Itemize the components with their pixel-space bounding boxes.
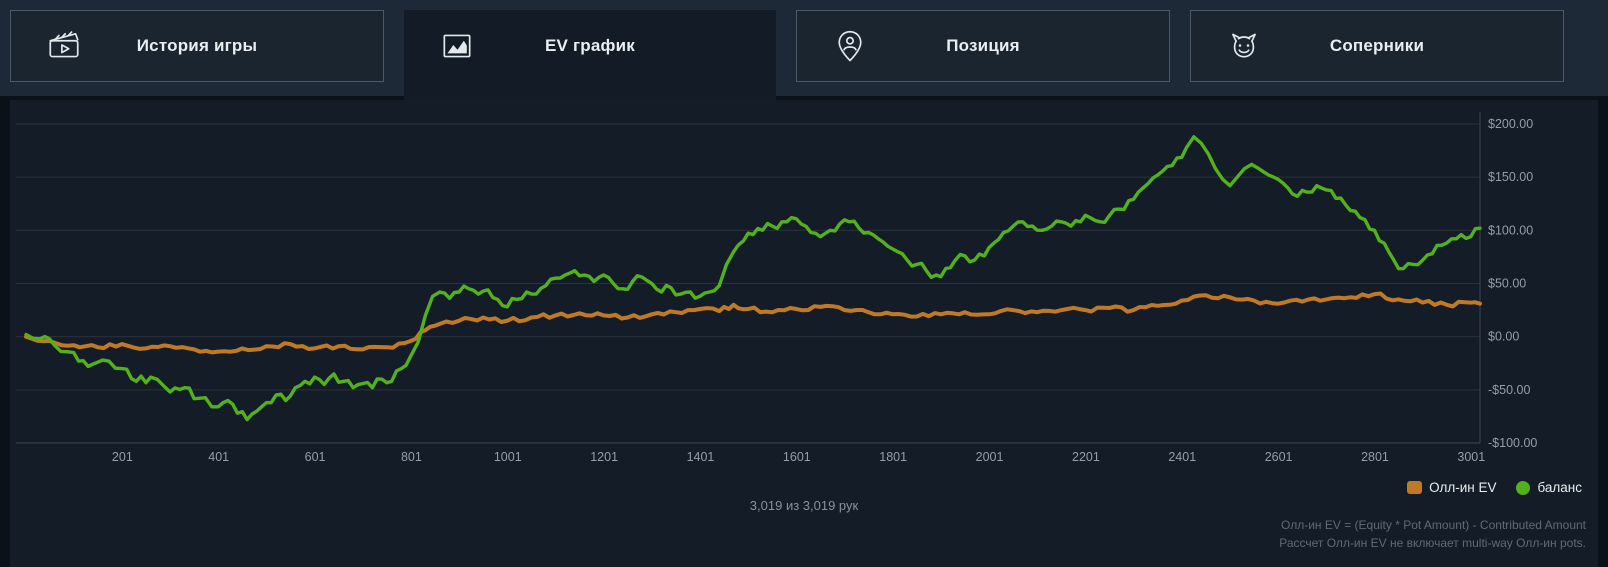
svg-text:2601: 2601 xyxy=(1265,450,1293,464)
svg-text:1401: 1401 xyxy=(687,450,715,464)
svg-text:2801: 2801 xyxy=(1361,450,1389,464)
tab-bar: История игры EV график Позиция xyxy=(0,0,1608,100)
svg-text:801: 801 xyxy=(401,450,422,464)
svg-text:$200.00: $200.00 xyxy=(1488,117,1533,131)
line-chart-icon xyxy=(438,27,476,65)
hands-count-status: 3,019 из 3,019 рук xyxy=(749,498,859,513)
tab-position[interactable]: Позиция xyxy=(796,10,1170,82)
svg-text:2001: 2001 xyxy=(976,450,1004,464)
svg-text:1201: 1201 xyxy=(590,450,618,464)
legend-item-balance[interactable]: баланс xyxy=(1516,480,1582,495)
tab-label: Соперники xyxy=(1329,36,1425,55)
svg-text:401: 401 xyxy=(208,450,229,464)
svg-text:3001: 3001 xyxy=(1457,450,1485,464)
balance-marker-icon xyxy=(1516,480,1531,495)
svg-text:$50.00: $50.00 xyxy=(1488,277,1526,291)
svg-text:1001: 1001 xyxy=(494,450,522,464)
tab-game-history[interactable]: История игры xyxy=(10,10,384,82)
tab-label: EV график xyxy=(545,36,635,55)
svg-text:2201: 2201 xyxy=(1072,450,1100,464)
allin-ev-marker-icon xyxy=(1407,481,1423,494)
tab-label: Позиция xyxy=(946,36,1020,55)
legend-label: Олл-ин EV xyxy=(1429,480,1497,495)
svg-text:1601: 1601 xyxy=(783,450,811,464)
svg-text:-$50.00: -$50.00 xyxy=(1488,383,1530,397)
tab-opponents[interactable]: Соперники xyxy=(1190,10,1564,82)
svg-text:2401: 2401 xyxy=(1168,450,1196,464)
legend-item-allin-ev[interactable]: Олл-ин EV xyxy=(1407,480,1496,495)
footnote-line-2: Рассчет Олл-ин EV не включает multi-way … xyxy=(1279,536,1586,550)
svg-text:-$100.00: -$100.00 xyxy=(1488,436,1537,450)
svg-text:$0.00: $0.00 xyxy=(1488,330,1519,344)
position-pin-icon xyxy=(831,27,869,65)
svg-text:601: 601 xyxy=(305,450,326,464)
chart-legend: Олл-ин EV баланс xyxy=(1407,480,1582,495)
clapperboard-icon xyxy=(45,27,83,65)
ev-formula-note: Олл-ин EV = (Equity * Pot Amount) - Cont… xyxy=(1279,516,1586,552)
tab-ev-graph[interactable]: EV график xyxy=(404,10,776,100)
legend-label: баланс xyxy=(1537,480,1582,495)
svg-text:201: 201 xyxy=(112,450,133,464)
svg-text:1801: 1801 xyxy=(879,450,907,464)
svg-text:$100.00: $100.00 xyxy=(1488,223,1533,237)
opponents-devil-icon xyxy=(1225,27,1263,65)
ev-balance-chart: $200.00 $150.00 $100.00 $50.00 $0.00 -$50.00 -… xyxy=(16,112,1537,464)
footnote-line-1: Олл-ин EV = (Equity * Pot Amount) - Cont… xyxy=(1281,518,1586,532)
tab-label: История игры xyxy=(136,36,258,55)
chart-panel: $200.00 $150.00 $100.00 $50.00 $0.00 -$50.00 -… xyxy=(10,100,1598,567)
svg-text:$150.00: $150.00 xyxy=(1488,170,1533,184)
